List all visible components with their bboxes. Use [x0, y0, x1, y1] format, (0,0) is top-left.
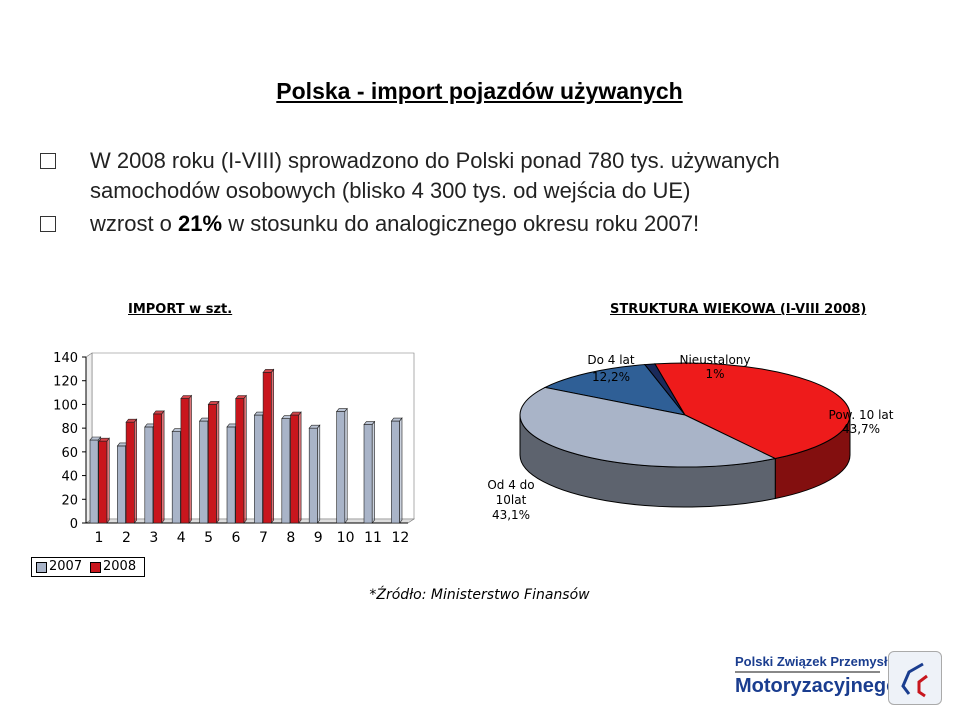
- y-tick-label: 140: [53, 351, 78, 366]
- bar-2008-5-side: [216, 400, 220, 524]
- pie-slice-1: [543, 364, 687, 416]
- pie-value-3: 43,7%: [842, 422, 880, 436]
- bar-2008-6-front: [235, 398, 245, 524]
- logo-mark-icon: [888, 651, 942, 705]
- bar-2008-1: [98, 437, 110, 524]
- pie-slice-4: [519, 386, 777, 468]
- bar-2008-6: [235, 394, 247, 524]
- bullet-box-icon: [40, 153, 56, 169]
- x-tick-label: 6: [232, 530, 241, 546]
- bar-2008-1-front: [98, 440, 108, 524]
- bar-2008-5: [207, 400, 220, 524]
- bar-chart-legend: 2007 2008: [31, 557, 145, 577]
- bar-2007-10-side: [344, 407, 348, 524]
- bar-2007-11-side: [371, 420, 375, 524]
- bar-2007-4-front: [171, 431, 181, 524]
- pie-label-4-b: 10lat: [496, 493, 527, 507]
- bar-2008-8: [289, 411, 302, 524]
- y-tick-label: 60: [61, 446, 78, 461]
- pie-value-2: 1%: [705, 367, 724, 381]
- pie-label-1: Do 4 lat: [587, 353, 635, 367]
- bar-2007-10: [335, 407, 348, 524]
- pie-label-2: Nieustalony: [680, 353, 751, 367]
- bullet-2-text: wzrost o 21% w stosunku do analogicznego…: [90, 211, 700, 236]
- x-tick-label: 10: [337, 530, 355, 546]
- bar-2007-10-front: [336, 411, 346, 524]
- bar-2008-3-front: [153, 413, 162, 524]
- bar-2007-5-front: [199, 420, 209, 524]
- x-tick-label: 3: [149, 530, 158, 546]
- bar-2007-9-front: [308, 427, 318, 524]
- legend-label-2007: 2007: [49, 559, 83, 574]
- x-tick-label: 1: [95, 530, 104, 546]
- bar-2008-1-side: [106, 437, 110, 524]
- bar-2007-11: [363, 420, 376, 524]
- slide-title: Polska - import pojazdów używanych: [276, 78, 683, 104]
- y-tick-label: 120: [53, 375, 78, 390]
- bullet-1-text: W 2008 roku (I-VIII) sprowadzono do Pols…: [90, 148, 780, 203]
- bar-2008-7-side: [270, 368, 275, 524]
- legend-swatch-2008: [90, 562, 101, 573]
- y-tick-label: 80: [61, 422, 78, 437]
- bar-2007-9-side: [317, 424, 321, 524]
- bar-2007-7-front: [254, 414, 263, 524]
- bar-2007-9: [308, 424, 321, 524]
- x-tick-label: 8: [286, 530, 295, 546]
- bar-2007-12-front: [391, 420, 400, 524]
- pie-value-4: 43,1%: [492, 508, 530, 522]
- pie-slice-3: [654, 362, 851, 460]
- bar-2007-2-front: [117, 445, 126, 524]
- source-note: *Źródło: Ministerstwo Finansów: [369, 587, 590, 603]
- bar-2008-4-front: [180, 398, 190, 524]
- bar-2007-3-front: [144, 426, 154, 524]
- x-tick-label: 5: [204, 530, 213, 546]
- bar-2008-3: [152, 410, 165, 524]
- bar-2008-5-front: [208, 404, 217, 524]
- bullet-box-icon: [40, 216, 56, 232]
- x-tick-label: 11: [364, 530, 382, 546]
- bar-2008-4: [180, 394, 193, 524]
- y-tick-label: 20: [61, 493, 78, 508]
- x-tick-label: 2: [122, 530, 131, 546]
- bar-2007-12-side: [399, 417, 403, 524]
- x-tick-label: 4: [177, 530, 186, 546]
- pie-label-4-a: Od 4 do: [487, 478, 534, 492]
- bar-2008-8-front: [290, 414, 299, 524]
- bar-2008-2: [125, 418, 138, 524]
- logo-divider: [735, 671, 880, 673]
- bar-2008-7: [262, 368, 275, 524]
- legend-label-2008: 2008: [103, 559, 137, 574]
- x-tick-label: 9: [314, 530, 323, 546]
- bar-2007-1-front: [89, 439, 99, 524]
- bar-2008-3-side: [161, 410, 165, 524]
- y-tick-label: 40: [61, 470, 78, 485]
- logo-line-2: Motoryzacyjnego: [735, 675, 899, 697]
- bar-2008-4-side: [188, 394, 192, 524]
- y-tick-label: 0: [70, 517, 78, 532]
- logo-line-1: Polski Związek Przemysłu: [735, 654, 896, 669]
- bar-2008-7-front: [262, 372, 272, 524]
- bar-2008-2-front: [125, 421, 135, 524]
- y-tick-label: 100: [53, 398, 78, 413]
- bar-2008-8-side: [298, 411, 302, 524]
- pie-chart-title: STRUKTURA WIEKOWA (I-VIII 2008): [610, 302, 867, 317]
- bar-2008-6-side: [243, 394, 247, 524]
- x-tick-label: 12: [391, 530, 409, 546]
- bar-2007-8-front: [281, 418, 291, 524]
- pie-label-3: Pow. 10 lat: [829, 408, 894, 422]
- x-tick-label: 7: [259, 530, 268, 546]
- bar-2007-12: [390, 417, 403, 524]
- legend-swatch-2007: [36, 562, 47, 573]
- pie-value-1: 12,2%: [592, 370, 630, 384]
- bar-2007-11-front: [363, 424, 373, 524]
- pzpm-logo: Polski Związek Przemysłu Motoryzacyjnego: [735, 651, 945, 709]
- bar-2007-6-front: [226, 426, 236, 524]
- bar-2008-2-side: [134, 418, 137, 524]
- bar-chart-title: IMPORT w szt.: [128, 302, 233, 317]
